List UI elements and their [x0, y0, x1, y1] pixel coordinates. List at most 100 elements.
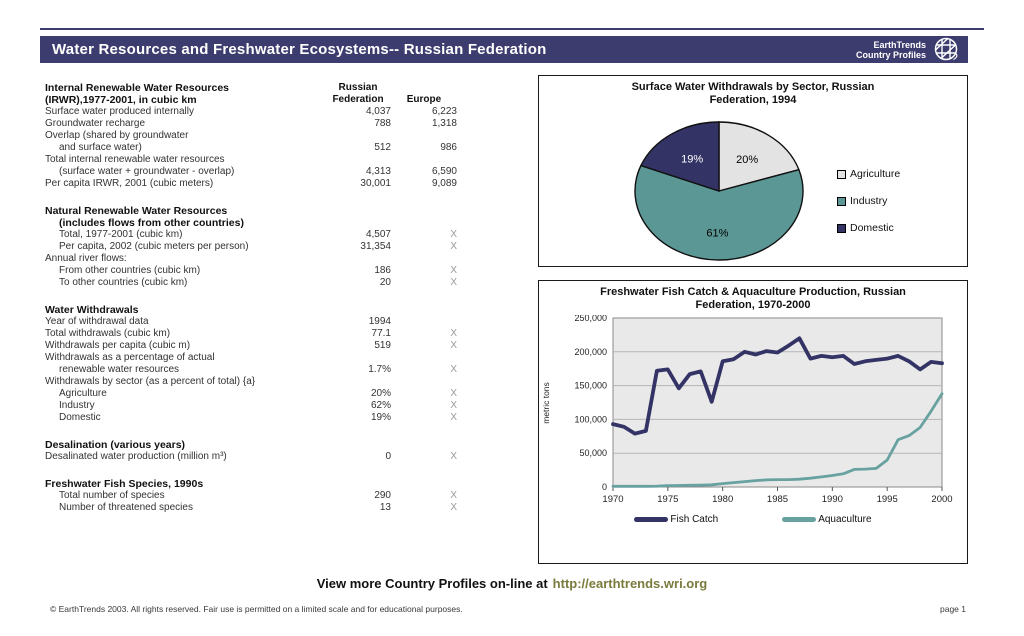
- section-header-row: Water Withdrawals: [45, 304, 465, 316]
- table-row: and surface water) 512 986: [45, 142, 465, 154]
- value-russian-federation: 31,354: [360, 241, 391, 252]
- row-label: renewable water resources: [59, 364, 180, 375]
- table-row: Per capita IRWR, 2001 (cubic meters) 30,0…: [45, 178, 465, 190]
- legend-swatch: [837, 223, 846, 233]
- page-number: page 1: [940, 604, 966, 614]
- table-section: Internal Renewable Water Resources (IRWR)…: [45, 82, 465, 190]
- row-label: Overlap (shared by groundwater: [45, 130, 189, 141]
- y-tick-label: 50,000: [579, 448, 607, 458]
- value-russian-federation: [325, 130, 391, 142]
- legend-label: Fish Catch: [670, 514, 719, 525]
- section-header-row: Desalination (various years): [45, 439, 465, 451]
- row-label: and surface water): [59, 142, 142, 153]
- table-row: (surface water + groundwater - overlap) 4…: [45, 166, 465, 178]
- row-label: Agriculture: [59, 388, 107, 399]
- legend-item-aquaculture: Aquaculture: [782, 514, 872, 525]
- section-header-line: Freshwater Fish Species, 1990s: [45, 478, 204, 490]
- pie-plot: 20% 61% 19%: [634, 121, 804, 261]
- pie-slice-domestic: [639, 121, 720, 192]
- value-russian-federation: 20: [379, 277, 391, 288]
- value-russian-federation: 519: [374, 340, 391, 351]
- table-row: Per capita, 2002 (cubic meters per perso…: [45, 241, 465, 253]
- value-russian-federation: 186: [374, 265, 391, 276]
- table-row: Withdrawals as a percentage of actual: [45, 352, 465, 364]
- table-section: Desalination (various years) Desalinated …: [45, 439, 465, 463]
- row-label: Withdrawals per capita (cubic m): [45, 340, 191, 351]
- view-more-text: View more Country Profiles on-line at: [316, 576, 548, 591]
- table-row: Withdrawals by sector (as a percent of t…: [45, 376, 465, 388]
- pie-title-line1: Surface Water Withdrawals by Sector, Rus…: [631, 81, 875, 93]
- table-section: Water Withdrawals Year of withdrawal data…: [45, 304, 465, 424]
- legend-item-domestic: Domestic: [837, 222, 900, 234]
- pie-slice-label: 19%: [681, 154, 703, 166]
- row-label: Number of threatened species: [59, 502, 193, 513]
- column-header-line: Europe: [406, 94, 442, 105]
- series-fish-catch: [611, 336, 944, 436]
- row-label: To other countries (cubic km): [59, 277, 188, 288]
- row-label: Total withdrawals (cubic km): [45, 328, 171, 339]
- x-tick-label: 2000: [931, 494, 952, 505]
- value-russian-federation: 30,001: [360, 178, 391, 189]
- row-label: Total internal renewable water resources: [45, 154, 225, 165]
- row-label: Total, 1977-2001 (cubic km): [59, 229, 183, 240]
- y-tick-label: 0: [602, 482, 607, 492]
- y-tick-label: 200,000: [574, 347, 607, 357]
- column-header-line: Federation: [332, 94, 384, 105]
- table-row: To other countries (cubic km) 20 X: [45, 277, 465, 289]
- value-russian-federation: 1.7%: [368, 364, 391, 375]
- value-europe: [391, 253, 465, 265]
- value-russian-federation: 4,037: [365, 106, 391, 117]
- value-europe: [391, 130, 465, 142]
- section-header-row: Freshwater Fish Species, 1990s: [45, 478, 465, 490]
- line-plot: metric tons 0 50,000 100,000 150,000 200,000…: [541, 315, 953, 505]
- row-label: From other countries (cubic km): [59, 265, 201, 276]
- data-table: Internal Renewable Water Resources (IRWR)…: [45, 78, 465, 514]
- value-russian-federation: 788: [374, 118, 391, 129]
- y-tick-label: 150,000: [574, 381, 607, 391]
- value-europe: X: [450, 241, 457, 252]
- row-label: Year of withdrawal data: [45, 316, 149, 327]
- x-tick-label: 1990: [822, 494, 843, 505]
- value-russian-federation: 1994: [368, 316, 391, 327]
- top-rule: [40, 28, 984, 30]
- value-russian-federation: 0: [385, 451, 391, 462]
- value-europe: [391, 154, 465, 166]
- value-russian-federation: 512: [374, 142, 391, 153]
- table-row: Surface water produced internally 4,037 6,…: [45, 106, 465, 118]
- pie-slice-industry: [634, 164, 804, 261]
- row-label: Surface water produced internally: [45, 106, 194, 117]
- value-russian-federation: 20%: [370, 388, 391, 399]
- table-row: Total, 1977-2001 (cubic km) 4,507 X: [45, 229, 465, 241]
- table-row: From other countries (cubic km) 186 X: [45, 265, 465, 277]
- value-europe: X: [450, 364, 457, 375]
- table-row: Agriculture 20% X: [45, 388, 465, 400]
- value-europe: X: [450, 451, 457, 462]
- legend-label: Aquaculture: [818, 514, 872, 525]
- line-chart: Freshwater Fish Catch & Aquaculture Prod…: [538, 280, 968, 564]
- table-row: Year of withdrawal data 1994: [45, 316, 465, 328]
- value-europe: X: [450, 400, 457, 411]
- earthtrends-url-link[interactable]: http://earthtrends.wri.org: [552, 576, 708, 591]
- section-header-line: Natural Renewable Water Resources: [45, 205, 228, 217]
- value-europe: X: [450, 388, 457, 399]
- line-legend: Fish Catch Aquaculture: [539, 514, 967, 525]
- pie-slice-label: 20%: [736, 154, 758, 166]
- table-row: Total withdrawals (cubic km) 77.1 X: [45, 328, 465, 340]
- legend-item-fish-catch: Fish Catch: [634, 514, 718, 525]
- value-russian-federation: 62%: [370, 400, 391, 411]
- legend-line-sample: [782, 517, 817, 522]
- table-row: Total internal renewable water resources: [45, 154, 465, 166]
- line-title-line1: Freshwater Fish Catch & Aquaculture Prod…: [600, 286, 906, 298]
- value-europe: 1,318: [431, 118, 457, 129]
- y-axis-label: metric tons: [541, 382, 551, 424]
- x-tick-label: 1975: [657, 494, 678, 505]
- section-header: Desalination (various years): [45, 439, 465, 451]
- value-russian-federation: [325, 352, 391, 364]
- value-europe: X: [450, 340, 457, 351]
- line-chart-title: Freshwater Fish Catch & Aquaculture Prod…: [539, 286, 967, 312]
- column-header-russian-federation: Russian Federation: [325, 82, 391, 106]
- value-russian-federation: [325, 376, 391, 388]
- pie-legend: Agriculture Industry Domestic: [837, 168, 900, 234]
- y-tick-label: 100,000: [574, 414, 607, 424]
- pie-slice-label: 61%: [706, 227, 728, 239]
